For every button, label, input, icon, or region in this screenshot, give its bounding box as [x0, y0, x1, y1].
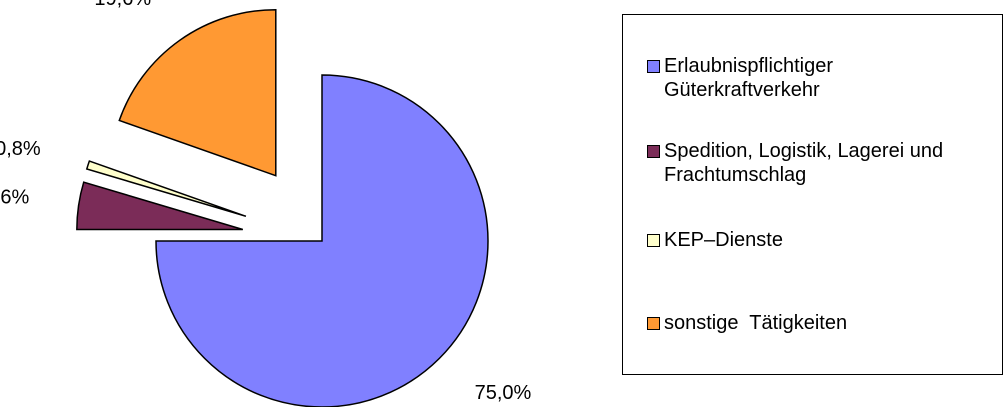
data-label: 75,0% [475, 382, 532, 404]
data-label: 0,8% [0, 138, 41, 160]
legend-swatch [647, 234, 660, 247]
legend-label: KEP–Dienste [664, 229, 783, 251]
legend-entry: KEP–Dienste [647, 228, 987, 252]
legend-swatch [647, 145, 660, 158]
legend-entry: sonstige Tätigkeiten [647, 311, 987, 335]
legend-swatch [647, 60, 660, 73]
pie-slice [118, 8, 277, 177]
legend-entry: Erlaubnispflichtiger Güterkraftverkehr [647, 54, 987, 102]
legend-label: Spedition, Logistik, Lagerei und Frachtu… [664, 140, 949, 186]
legend: Erlaubnispflichtiger Güterkraftverkehr Sp… [622, 14, 1003, 375]
legend-label: sonstige Tätigkeiten [664, 312, 848, 334]
legend-label: Erlaubnispflichtiger Güterkraftverkehr [664, 55, 839, 101]
legend-swatch [647, 317, 660, 330]
pie-slice [85, 160, 247, 217]
data-label: 19,6% [94, 0, 151, 10]
data-label: 4,6% [0, 187, 29, 209]
pie-slice [76, 181, 244, 231]
pie-slice [155, 74, 489, 407]
pie-chart: 75,0% 4,6% 0,8% 19,6% [0, 0, 532, 407]
legend-entry: Spedition, Logistik, Lagerei und Frachtu… [647, 139, 987, 187]
